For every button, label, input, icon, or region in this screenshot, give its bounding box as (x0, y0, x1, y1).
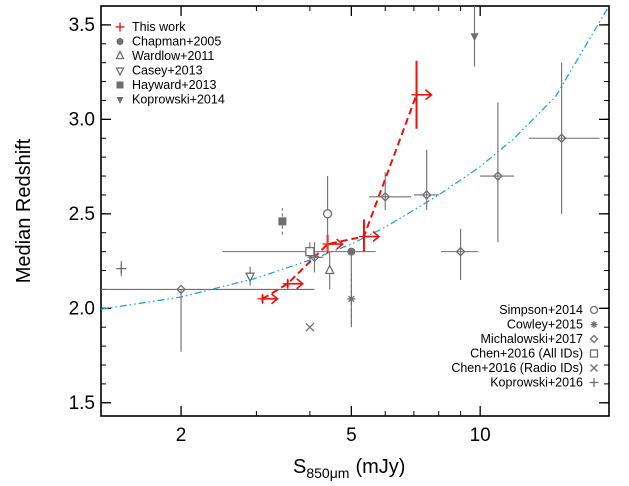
series-koprowski-2016 (116, 261, 127, 277)
y-tick-label: 2.0 (69, 298, 95, 319)
model-curve (100, 5, 610, 310)
circle-marker (589, 305, 599, 315)
x-axis-title-main: S (293, 456, 306, 478)
limit-arrow-head (296, 278, 304, 290)
diamond-marker (380, 191, 391, 202)
square-marker (116, 81, 124, 89)
cross-marker (590, 364, 598, 372)
series-cowley-2015 (347, 274, 356, 324)
legend-entry-label: Chapman+2005 (132, 35, 221, 49)
plot-frame (100, 5, 610, 417)
legend-entry-label: Koprowski+2016 (490, 376, 583, 390)
legend-entry-label: Chen+2016 (All IDs) (470, 347, 583, 361)
square-marker (305, 246, 315, 257)
triangle-marker (324, 264, 335, 275)
triangle-marker (115, 67, 125, 77)
y-tick-label: 2.5 (69, 204, 95, 225)
square-marker (589, 349, 599, 358)
legend-bottom: Simpson+2014Cowley+2015Michalowski+2017C… (451, 303, 599, 390)
square-marker (278, 217, 287, 226)
y-tick-label: 3.5 (69, 15, 95, 36)
series-chen-2016-radio-ids- (305, 322, 315, 332)
x-tick-label: 5 (346, 425, 357, 446)
triangle-marker (245, 272, 256, 283)
circle-marker (322, 209, 333, 219)
legend-entry-label: This work (132, 20, 186, 34)
legend-entry-label: Casey+2013 (132, 64, 203, 78)
legend-entry-label: Hayward+2013 (132, 78, 216, 92)
diamond-marker (421, 190, 432, 200)
series-michalowski-2017 (101, 62, 600, 352)
diamond-marker (455, 246, 466, 257)
series-this-work (257, 60, 433, 305)
series-simpson-2014 (322, 176, 333, 252)
triangle-marker (115, 50, 125, 60)
series-koprowski-2014 (470, 6, 479, 67)
x-axis-title-subscript: 850μm (306, 465, 349, 481)
diamond-marker (589, 334, 599, 344)
legend-entry-label: Koprowski+2014 (132, 93, 225, 107)
legend-entry-label: Chen+2016 (Radio IDs) (451, 361, 583, 375)
triangle-marker (470, 33, 479, 42)
cross-marker (305, 322, 315, 332)
x-tick-label: 2 (176, 425, 187, 446)
legend-entry-label: Cowley+2015 (507, 318, 583, 332)
limit-arrow-head (372, 230, 381, 243)
triangle-marker (116, 97, 124, 104)
data-layer (101, 6, 600, 352)
diamond-marker (556, 133, 567, 144)
diamond-marker (492, 171, 503, 181)
legend-top: This workChapman+2005Wardlow+2011Casey+2… (115, 20, 225, 107)
series-casey-2013 (245, 266, 256, 286)
limit-arrow-head (336, 238, 344, 250)
diamond-marker (176, 284, 186, 295)
series-wardlow-2011 (324, 251, 335, 290)
x-axis-title-unit: (mJy) (355, 456, 405, 478)
legend-entry-label: Michalowski+2017 (481, 332, 584, 346)
y-tick-label: 1.5 (69, 393, 95, 414)
model-curve-layer (100, 5, 610, 310)
limit-arrow-head (270, 293, 279, 305)
legend-entry-label: Simpson+2014 (499, 303, 583, 317)
limit-arrow-head (425, 89, 433, 101)
series-hayward-2013 (278, 208, 287, 235)
series-chen-2016-all-ids- (222, 242, 376, 262)
x-axis-title: S850μm (mJy) (293, 456, 405, 481)
x-tick-label: 10 (470, 425, 491, 446)
y-axis-title: Median Redshift (13, 138, 35, 283)
circle-marker (116, 38, 124, 45)
axis-ticks: 1.5 2.0 2.5 3.0 3.5 2 5 10 (69, 6, 610, 446)
legend-entry-label: Wardlow+2011 (132, 49, 214, 63)
y-tick-label: 3.0 (69, 109, 95, 130)
